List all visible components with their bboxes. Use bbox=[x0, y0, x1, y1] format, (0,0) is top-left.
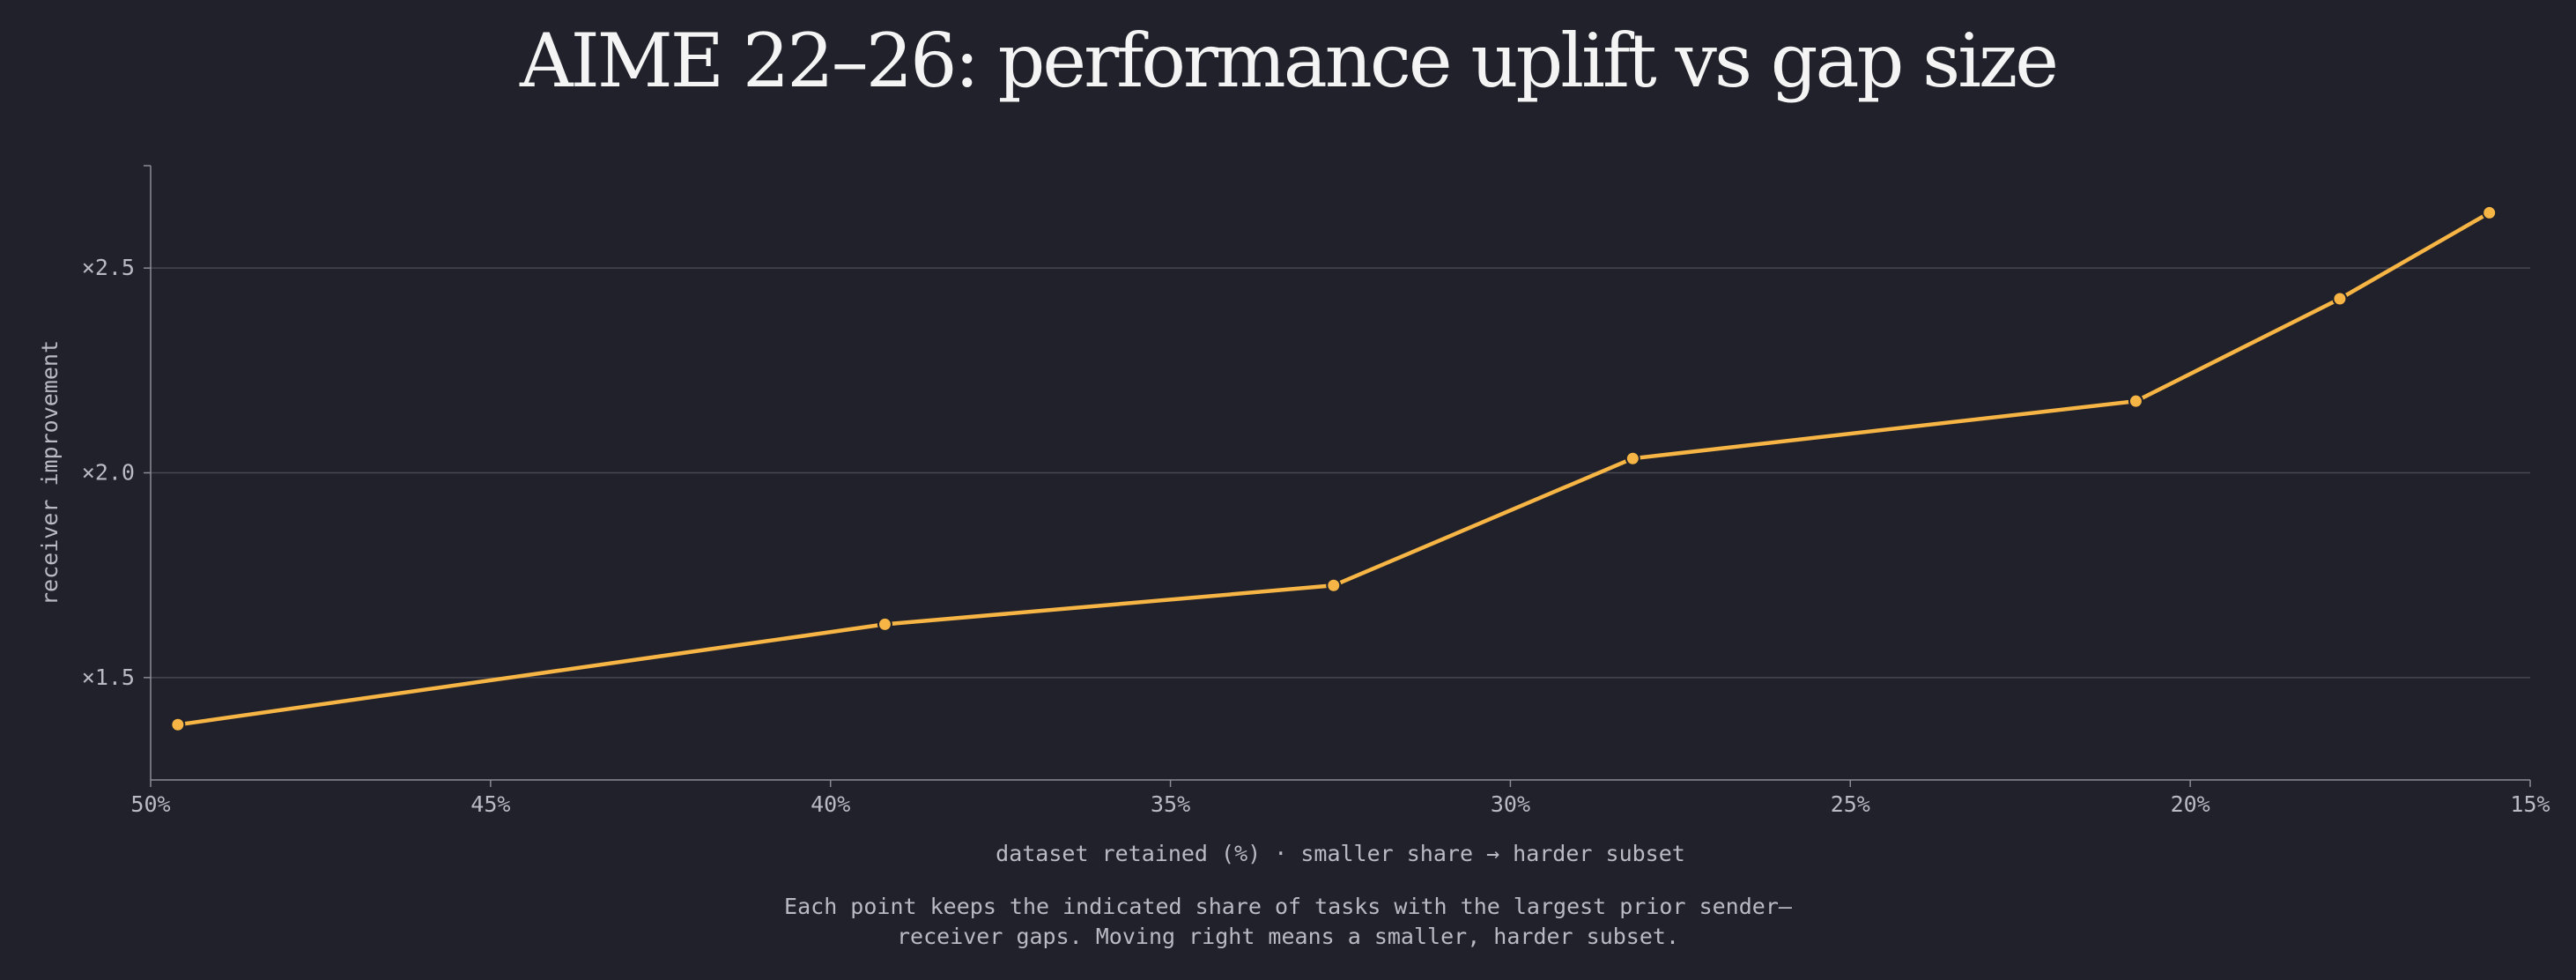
data-point bbox=[170, 716, 186, 732]
y-tick-label: ×2.5 bbox=[82, 255, 135, 280]
caption-line-1: Each point keeps the indicated share of … bbox=[784, 894, 1792, 919]
x-tick-label: 40% bbox=[811, 791, 850, 817]
grid-lines bbox=[151, 267, 2530, 679]
y-tick-label: ×2.0 bbox=[82, 460, 135, 486]
data-point bbox=[2482, 204, 2498, 220]
x-tick-label: 25% bbox=[1831, 791, 1870, 817]
y-axis-title: receiver improvement bbox=[37, 340, 63, 605]
x-tick-label: 45% bbox=[470, 791, 510, 817]
caption-line-2: receiver gaps. Moving right means a smal… bbox=[896, 924, 1680, 949]
data-point bbox=[2128, 393, 2143, 409]
x-tick-label: 50% bbox=[130, 791, 170, 817]
x-axis-title: dataset retained (%) · smaller share → h… bbox=[996, 841, 1685, 866]
x-tick-label: 30% bbox=[1491, 791, 1530, 817]
data-point bbox=[2332, 291, 2348, 307]
data-point bbox=[1625, 450, 1640, 466]
y-tick-label: ×1.5 bbox=[82, 664, 135, 690]
data-series bbox=[170, 204, 2498, 732]
data-point bbox=[1326, 577, 1342, 593]
series-line bbox=[175, 211, 2491, 727]
tick-labels: ×1.5 ×2.0 ×2.5 50% 45% 40% 35% 30% 25% 20% 15% bbox=[82, 255, 2550, 817]
data-point bbox=[877, 616, 892, 632]
axes bbox=[144, 165, 2531, 787]
chart-caption: Each point keeps the indicated share of … bbox=[0, 892, 2576, 952]
x-tick-label: 20% bbox=[2171, 791, 2210, 817]
x-tick-label: 15% bbox=[2510, 791, 2550, 817]
x-tick-label: 35% bbox=[1151, 791, 1190, 817]
chart-title: AIME 22–26: performance uplift vs gap si… bbox=[519, 18, 2059, 104]
